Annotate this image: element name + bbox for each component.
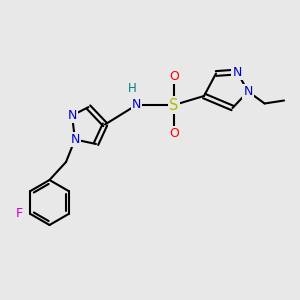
- Text: N: N: [70, 133, 80, 146]
- Text: O: O: [169, 127, 179, 140]
- Text: F: F: [16, 207, 23, 220]
- Text: N: N: [243, 85, 253, 98]
- Text: N: N: [232, 65, 242, 79]
- Text: N: N: [132, 98, 141, 112]
- Text: S: S: [169, 98, 179, 112]
- Text: H: H: [128, 82, 136, 95]
- Text: N: N: [67, 109, 77, 122]
- Text: O: O: [169, 70, 179, 83]
